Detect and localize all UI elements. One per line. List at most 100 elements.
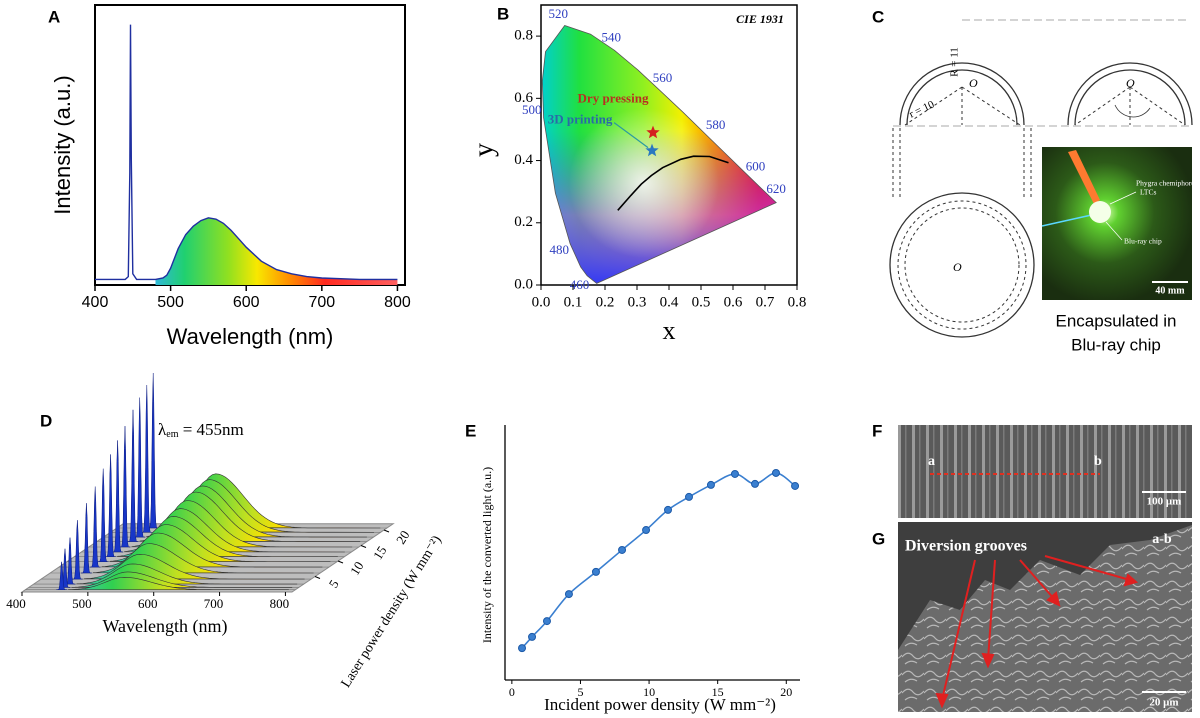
arrow [941,559,976,701]
x-tick-label: 700 [308,294,335,311]
data-point [750,479,759,488]
x-tick-label: 800 [384,294,411,311]
center-label: O [969,76,978,90]
wavelength-label: 560 [653,70,673,85]
center-label: O [953,260,962,274]
point-label: b [1094,454,1102,469]
caption: Blu-ray chip [1071,335,1161,354]
x-tick-label: 20 [780,685,792,699]
lambda: λ [158,420,167,439]
x-tick-label: 0.5 [692,294,711,310]
x-tick-label: 0 [509,685,515,699]
y-tick-label: 0.4 [514,152,533,168]
leader [1105,221,1123,241]
angle-arc [1114,104,1151,118]
spike [119,426,131,548]
photo-label: LTCs [1140,188,1156,197]
dim-line [1129,86,1186,126]
arrow-head [1046,591,1061,607]
data-point [618,545,627,554]
sem-surface [898,525,1192,712]
spike [147,372,159,529]
wavelength-label: 600 [746,159,766,174]
z-tick [383,529,390,533]
x-tick-label: 0.6 [724,294,743,310]
y-axis-label: Intensity (a.u.) [50,75,75,214]
dome-inner [906,69,1018,126]
x-tick-label: 700 [204,596,224,611]
inner-circle [897,200,1027,330]
data-point [684,492,693,501]
construction-lines [892,86,1186,330]
spike [97,468,109,562]
data-point [771,468,780,477]
x-tick-label: 0.7 [756,294,775,310]
z-tick-label: 5 [326,577,342,590]
data-point [518,644,527,653]
wavelength-label: 620 [766,181,786,196]
chart-title: CIE 1931 [736,12,784,26]
spike [72,520,83,580]
spike [134,397,145,538]
x-tick-label: 400 [82,294,109,311]
dome-outer [899,62,1025,126]
x-tick-label: 400 [6,596,26,611]
spike [56,561,67,590]
arrow [1019,559,1056,601]
y-tick-label: 0.6 [514,90,533,106]
hump [68,576,289,590]
scale-label: 20 μm [1149,697,1178,709]
arrow-head [1123,573,1139,587]
x-tick-label: 500 [72,596,92,611]
photo-label: Phygra chemiphore [1136,179,1195,188]
z-tick-label: 10 [347,559,367,578]
spike [127,409,139,542]
point-label: a [928,454,935,469]
spike [89,486,101,568]
data-line [521,472,796,649]
sem-image [898,425,1192,518]
x-axis-label: Wavelength (nm) [102,616,227,637]
x-tick-label: 0.3 [628,294,647,310]
spectral-locus [541,25,777,284]
arrow [987,559,996,661]
photo-chip [1089,201,1111,223]
panel-label: F [872,421,882,440]
leader [613,122,649,149]
dim-label: R = 11 [949,47,961,77]
data-point [730,469,739,478]
panel-label: D [40,411,52,430]
data-point [564,590,573,599]
y-axis-label: Intensity of the converted light (a.u.) [480,467,494,643]
x-tick-label: 0.4 [660,294,679,310]
spectrum-fill [155,217,398,285]
arrow-head [935,692,949,709]
dome-inner [1074,69,1186,126]
x-tick-label: 600 [233,294,260,311]
wavelength-label: 500 [522,102,542,117]
z-tick [360,545,367,548]
x-tick-label: 800 [270,596,290,611]
wavelength-label: 480 [549,242,569,257]
wavelength-label: 520 [548,6,568,21]
lambda-value: = 455nm [178,420,243,439]
z-tick-label: 20 [393,528,413,547]
annotation: Diversion grooves [905,538,1027,555]
x-tick-label: 0.2 [596,294,615,310]
panel-label: E [465,421,476,440]
y-tick-label: 0.2 [514,214,533,230]
data-point [791,481,800,490]
spike [112,440,123,553]
section-label: a-b [1152,532,1172,547]
photo-label: Blu-ray chip [1124,237,1162,246]
z-tick [314,576,321,579]
planckian-locus [617,155,729,211]
outer-circle [889,192,1035,338]
spike [105,454,116,557]
z-axis-label: Laser power density (W mm⁻²) [339,533,445,691]
point-star [646,125,660,139]
wavelength-label: 580 [706,117,726,132]
point-label: Dry pressing [578,91,649,106]
x-tick-label: 5 [577,685,583,699]
panel-c-drawing [889,19,1193,338]
